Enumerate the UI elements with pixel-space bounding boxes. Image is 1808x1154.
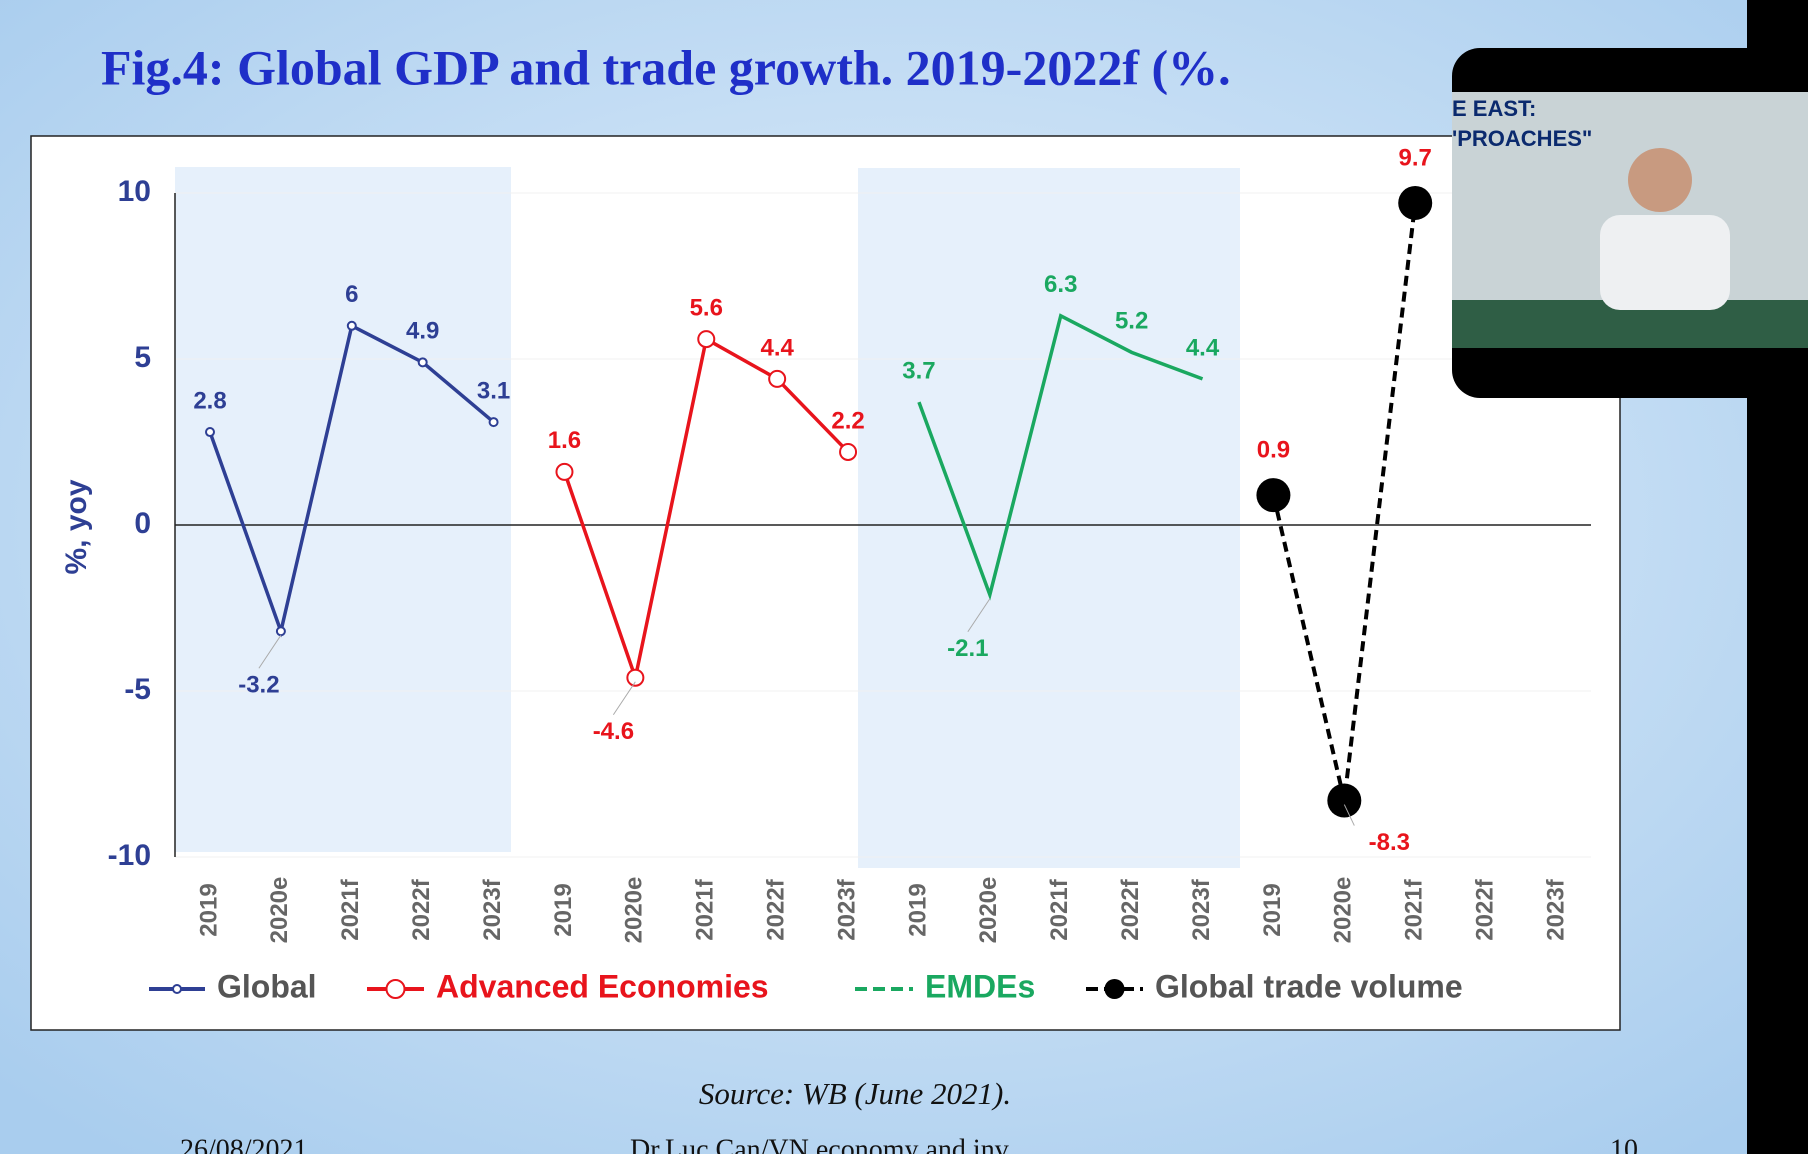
x-tick-label: 2020e xyxy=(266,877,293,944)
data-label: 4.4 xyxy=(1186,334,1220,361)
data-label: 5.2 xyxy=(1115,308,1148,335)
marker xyxy=(417,357,428,368)
footer-page: 10 xyxy=(1610,1134,1638,1154)
leader-line xyxy=(258,634,282,669)
data-label: 4.4 xyxy=(760,334,794,361)
legend-marker xyxy=(172,984,182,994)
y-tick-label: -5 xyxy=(124,673,151,706)
leader-line xyxy=(967,598,991,632)
plot: -10 -5 0 5 10 2019 2020e 2021f 2022f 2023f 2019 202… xyxy=(108,144,1591,1004)
video-person xyxy=(1600,215,1730,310)
x-tick-label: 2019 xyxy=(1259,883,1286,936)
video-overlay: E EAST: 'PROACHES" xyxy=(1452,48,1808,398)
x-tick-label: 2020e xyxy=(621,877,648,944)
group-band xyxy=(175,167,511,852)
leader-line xyxy=(1343,804,1355,826)
data-label: 0.9 xyxy=(1257,436,1290,463)
data-label: 4.9 xyxy=(406,318,439,345)
legend-marker xyxy=(1104,979,1125,999)
x-tick-label: 2021f xyxy=(692,878,719,940)
marker xyxy=(839,442,858,461)
data-label: -3.2 xyxy=(238,672,279,699)
legend-label: Advanced Economies xyxy=(436,968,769,1004)
x-tick-label: 2021f xyxy=(1401,878,1428,940)
data-label: 6.3 xyxy=(1044,271,1077,298)
y-tick-label: 5 xyxy=(134,341,151,374)
video-text: E EAST: xyxy=(1452,96,1536,121)
leader-line xyxy=(612,681,636,715)
x-tick-label: 2022f xyxy=(1117,878,1144,940)
marker xyxy=(768,369,787,388)
legend-label: EMDEs xyxy=(925,968,1035,1004)
data-label: -8.3 xyxy=(1369,829,1410,856)
marker xyxy=(205,427,215,438)
source: Source: WB (June 2021). xyxy=(699,1076,1011,1111)
y-axis-label: %, yoy xyxy=(60,479,93,574)
marker xyxy=(697,330,716,349)
marker xyxy=(1398,185,1433,220)
data-label: 9.7 xyxy=(1399,144,1432,171)
x-tick-label: 2023f xyxy=(1188,878,1215,940)
legend-label: Global trade volume xyxy=(1155,968,1463,1004)
x-tick-label: 2021f xyxy=(337,878,364,940)
data-label: 2.8 xyxy=(193,387,226,414)
x-tick-label: 2019 xyxy=(195,883,222,936)
marker xyxy=(1256,478,1291,513)
y-tick-label: 0 xyxy=(134,507,151,540)
footer-author: Dr.Luc Can/VN economy and inv xyxy=(630,1134,1009,1154)
x-tick-label: 2023f xyxy=(833,878,860,940)
legend-label: Global xyxy=(217,968,317,1004)
video-text: 'PROACHES" xyxy=(1452,126,1592,151)
data-label: -2.1 xyxy=(947,635,988,662)
x-tick-label: 2023f xyxy=(1542,878,1569,940)
data-label: -4.6 xyxy=(593,718,634,745)
series-line xyxy=(917,313,1204,601)
x-tick-label: 2019 xyxy=(904,883,931,936)
marker xyxy=(626,668,645,687)
marker xyxy=(1327,783,1362,818)
group-band xyxy=(858,168,1240,868)
video-person xyxy=(1628,148,1692,212)
marker xyxy=(275,626,286,637)
data-label: 5.6 xyxy=(690,294,723,321)
data-label: 1.6 xyxy=(548,427,581,454)
y-tick-label: 10 xyxy=(118,175,151,208)
x-tick-label: 2022f xyxy=(1471,878,1498,940)
marker xyxy=(555,462,574,481)
x-tick-label: 2021f xyxy=(1046,878,1073,940)
x-tick-label: 2020e xyxy=(1330,877,1357,944)
x-tick-label: 2022f xyxy=(408,878,435,940)
x-tick-label: 2020e xyxy=(975,877,1002,944)
marker xyxy=(488,417,499,428)
y-tick-label: -10 xyxy=(108,839,151,872)
data-label: 2.2 xyxy=(831,407,864,434)
marker xyxy=(346,320,357,331)
x-tick-label: 2019 xyxy=(550,883,577,936)
chart-title: Fig.4: Global GDP and trade growth. 2019… xyxy=(101,39,1231,95)
data-label: 3.7 xyxy=(902,358,935,385)
x-tick-label: 2022f xyxy=(763,878,790,940)
x-tick-label: 2023f xyxy=(479,878,506,940)
data-label: 6 xyxy=(345,281,358,308)
footer-date: 26/08/2021 xyxy=(180,1134,308,1154)
data-label: 3.1 xyxy=(477,377,510,404)
legend-marker xyxy=(385,979,406,999)
